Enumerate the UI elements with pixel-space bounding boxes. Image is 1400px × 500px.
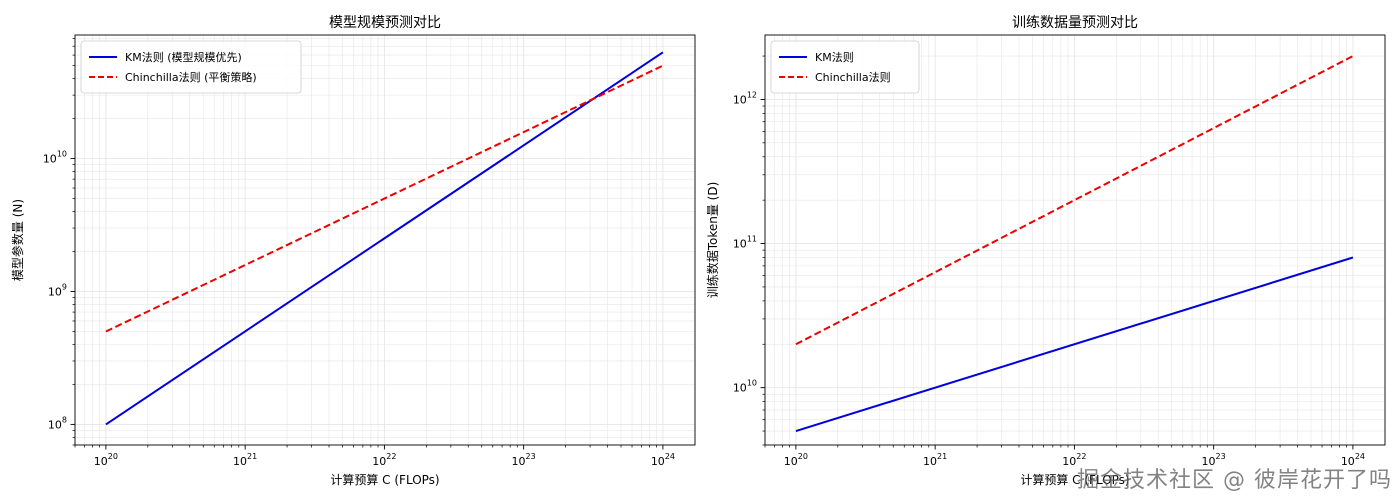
- grid-lines: [74, 35, 695, 446]
- chart-title: 模型规模预测对比: [329, 15, 441, 31]
- axis-ticks: [760, 55, 1354, 450]
- chart-2: 1020 1021 1022 1023 1024 1010 1011 1012 训练数据量预测对…: [705, 15, 1386, 487]
- x-tick-label: 1021: [923, 452, 947, 468]
- y-tick-label: 1010: [733, 379, 757, 395]
- y-tick-label: 1012: [733, 90, 757, 106]
- legend-label: Chinchilla法则 (平衡策略): [125, 70, 257, 84]
- x-tick-label: 1022: [1062, 452, 1086, 468]
- series-line-km: [105, 51, 664, 426]
- x-tick-label: 1022: [372, 452, 396, 468]
- x-tick-label: 1024: [1341, 452, 1365, 468]
- x-tick-label: 1024: [651, 452, 675, 468]
- legend-box: [770, 40, 920, 94]
- chart-1: 1020 1021 1022 1023 1024 108 109 1010 模型规模预测对比计算…: [10, 15, 696, 487]
- legend: KM法则 Chinchilla法则: [770, 40, 920, 94]
- legend: KM法则 (模型规模优先) Chinchilla法则 (平衡策略): [80, 40, 302, 94]
- x-tick-label: 1021: [233, 452, 257, 468]
- legend-box: [80, 40, 302, 94]
- x-tick-label: 1020: [94, 452, 118, 468]
- plot-frame: [74, 34, 696, 446]
- x-tick-label: 1023: [512, 452, 536, 468]
- chart-title: 训练数据量预测对比: [1012, 15, 1138, 31]
- legend-label: Chinchilla法则: [815, 70, 891, 84]
- x-axis-label: 计算预算 C (FLOPs): [1020, 472, 1129, 487]
- y-tick-label: 1010: [43, 150, 67, 166]
- legend-label: KM法则 (模型规模优先): [125, 50, 242, 64]
- x-axis-label: 计算预算 C (FLOPs): [330, 472, 439, 487]
- y-tick-label: 108: [48, 415, 67, 431]
- plot-frame: [764, 34, 1386, 446]
- legend-label: KM法则: [815, 50, 854, 64]
- y-tick-label: 109: [48, 282, 67, 298]
- y-tick-label: 1011: [733, 235, 757, 251]
- series-line-chinchilla: [105, 64, 664, 333]
- y-axis-label: 训练数据Token量 (D): [705, 182, 720, 299]
- series-line-km: [795, 256, 1354, 432]
- y-axis-label: 模型参数量 (N): [10, 199, 25, 281]
- x-tick-label: 1023: [1202, 452, 1226, 468]
- grid-lines: [764, 35, 1385, 446]
- x-tick-label: 1020: [784, 452, 808, 468]
- watermark-text: 掘金技术社区 @ 彼岸花开了吗: [1077, 468, 1392, 493]
